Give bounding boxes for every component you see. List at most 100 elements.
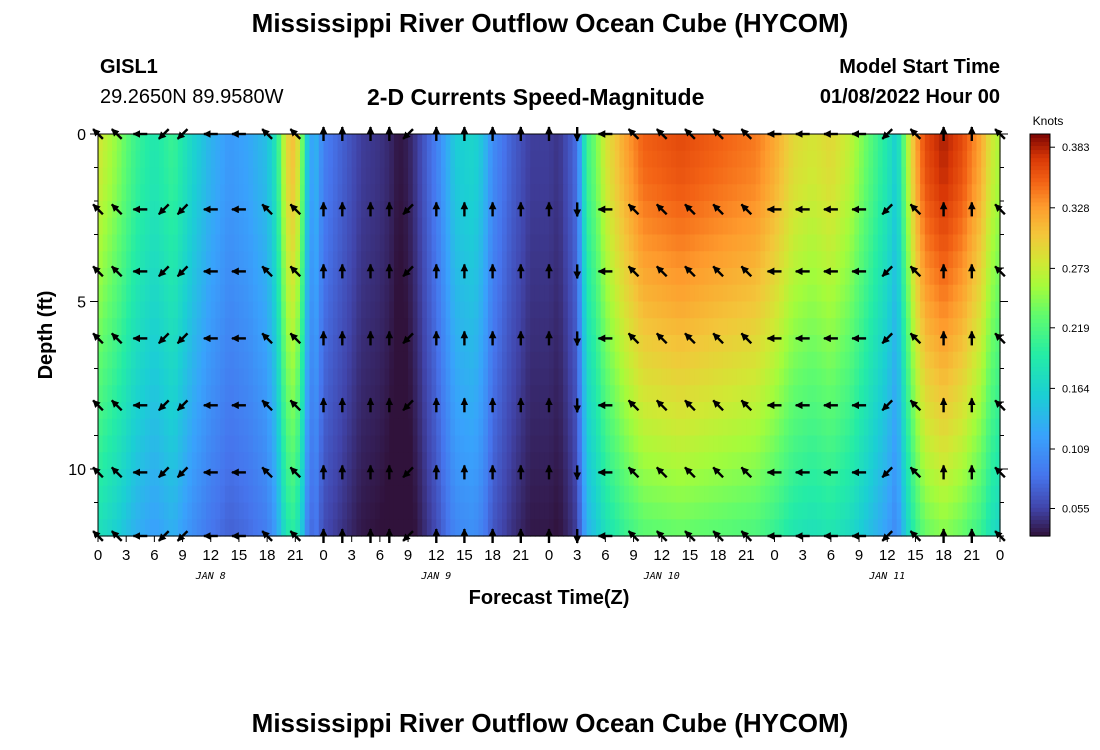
heatmap-cell: [727, 134, 733, 152]
heatmap-cell: [600, 435, 606, 453]
current-arrow: [157, 399, 170, 412]
heatmap-cell: [619, 519, 625, 537]
heatmap-cell: [957, 184, 964, 202]
heatmap-cell: [323, 201, 329, 219]
heatmap-cell: [361, 435, 367, 453]
heatmap-cell: [610, 452, 616, 470]
heatmap-cell: [915, 217, 921, 236]
heatmap-cell: [445, 251, 451, 269]
heatmap-cell: [379, 234, 386, 252]
heatmap-cell: [224, 284, 231, 303]
heatmap-cell: [699, 335, 705, 353]
heatmap-cell: [248, 184, 254, 202]
heatmap-cell: [657, 485, 663, 504]
heatmap-cell: [793, 452, 799, 470]
heatmap-cell: [567, 184, 574, 202]
heatmap-cell: [760, 301, 766, 319]
heatmap-cell: [361, 251, 367, 269]
heatmap-cell: [511, 418, 517, 437]
heatmap-cell: [807, 184, 813, 202]
heatmap-cell: [539, 368, 545, 386]
heatmap-cell: [262, 268, 268, 286]
heatmap-cell: [487, 167, 494, 185]
heatmap-cell: [971, 351, 978, 370]
heatmap-cell: [534, 435, 541, 453]
heatmap-cell: [238, 435, 245, 453]
heatmap-cell: [379, 418, 386, 437]
heatmap-cell: [403, 301, 409, 319]
heatmap-cell: [793, 502, 799, 520]
heatmap-cell: [751, 418, 757, 437]
heatmap-cell: [943, 234, 949, 252]
heatmap-cell: [520, 335, 527, 353]
heatmap-cell: [647, 184, 653, 202]
heatmap-cell: [985, 485, 992, 504]
heatmap-cell: [788, 368, 794, 386]
heatmap-cell: [332, 268, 339, 286]
heatmap-cell: [276, 418, 282, 437]
heatmap-cell: [276, 284, 282, 303]
heatmap-cell: [938, 150, 945, 169]
heatmap-cell: [525, 184, 531, 202]
heatmap-cell: [248, 134, 254, 152]
heatmap-cell: [215, 435, 221, 453]
heatmap-cell: [906, 418, 912, 437]
heatmap-cell: [990, 201, 996, 219]
heatmap-cell: [638, 452, 644, 470]
heatmap-cell: [309, 184, 315, 202]
heatmap-cell: [238, 452, 245, 470]
heatmap-cell: [727, 452, 733, 470]
heatmap-cell: [431, 251, 437, 269]
x-tick-label: 6: [376, 547, 384, 564]
heatmap-cell: [567, 134, 574, 152]
heatmap-cell: [243, 201, 249, 219]
heatmap-cell: [154, 217, 160, 236]
heatmap-cell: [487, 402, 494, 420]
heatmap-cell: [680, 469, 686, 487]
heatmap-cell: [116, 519, 123, 537]
heatmap-cell: [365, 301, 372, 319]
current-arrow: [655, 466, 668, 479]
heatmap-cell: [478, 368, 484, 386]
heatmap-cell: [774, 418, 780, 437]
heatmap-cell: [826, 167, 832, 185]
heatmap-cell: [915, 134, 921, 152]
heatmap-cell: [206, 385, 212, 403]
heatmap-cell: [370, 351, 376, 370]
heatmap-cell: [379, 519, 386, 537]
heatmap-cell: [769, 234, 776, 252]
heatmap-cell: [793, 284, 799, 303]
heatmap-cell: [783, 268, 790, 286]
heatmap-cell: [304, 318, 311, 336]
heatmap-cell: [309, 502, 315, 520]
heatmap-cell: [722, 469, 729, 487]
heatmap-cell: [304, 385, 311, 403]
x-tick-label: 18: [710, 547, 727, 564]
current-arrow: [655, 265, 668, 278]
heatmap-cell: [624, 519, 630, 537]
heatmap-cell: [426, 351, 433, 370]
heatmap-cell: [121, 284, 127, 303]
heatmap-cell: [577, 351, 583, 370]
heatmap-cell: [525, 167, 531, 185]
heatmap-cell: [375, 150, 381, 169]
heatmap-cell: [830, 335, 837, 353]
heatmap-cell: [863, 402, 870, 420]
heatmap-cell: [309, 351, 315, 370]
heatmap-cell: [915, 452, 921, 470]
heatmap-cell: [492, 134, 498, 152]
heatmap-cell: [483, 268, 489, 286]
heatmap-cell: [971, 385, 978, 403]
heatmap-cell: [177, 150, 184, 169]
heatmap-cell: [323, 469, 329, 487]
heatmap-cell: [769, 502, 776, 520]
heatmap-cell: [187, 318, 193, 336]
heatmap-cell: [873, 452, 879, 470]
heatmap-cell: [887, 452, 893, 470]
heatmap-cell: [563, 217, 569, 236]
heatmap-cell: [830, 385, 837, 403]
heatmap-cell: [229, 452, 235, 470]
heatmap-cell: [854, 368, 860, 386]
heatmap-cell: [220, 469, 226, 487]
